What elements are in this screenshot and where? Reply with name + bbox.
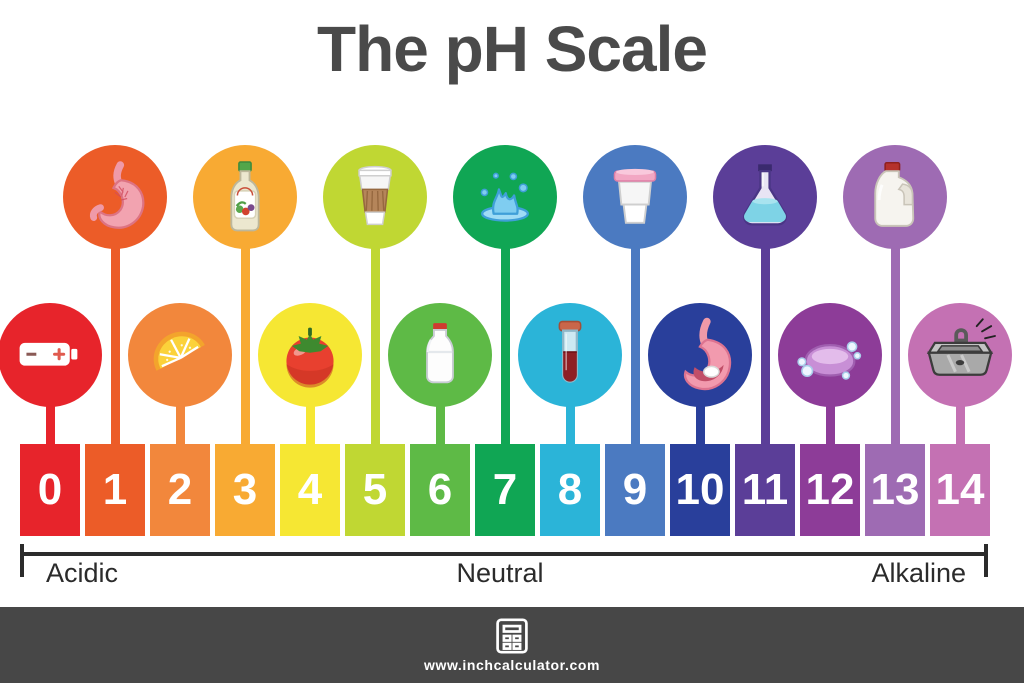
item-circle bbox=[648, 303, 752, 407]
vinegar-bottle-icon bbox=[207, 159, 283, 235]
item-stem bbox=[45, 399, 55, 446]
item-stem bbox=[955, 399, 965, 446]
footer-website: www.inchcalculator.com bbox=[423, 656, 601, 673]
ph-number: 0 bbox=[37, 465, 63, 514]
item-circle bbox=[778, 303, 882, 407]
item-stem bbox=[500, 241, 510, 446]
item-circle bbox=[323, 145, 427, 249]
item-circle bbox=[453, 145, 557, 249]
ph-number: 1 bbox=[102, 465, 128, 514]
ph-block: 10 bbox=[670, 444, 730, 536]
zone-label-neutral: Neutral bbox=[456, 558, 544, 588]
ph-number: 7 bbox=[492, 465, 518, 514]
ph-block: 3 bbox=[215, 444, 275, 536]
coffee-cup-icon bbox=[337, 159, 413, 235]
item-circle bbox=[258, 303, 362, 407]
water-splash-icon bbox=[467, 159, 543, 235]
ph-number: 12 bbox=[805, 465, 855, 514]
ph-block: 9 bbox=[605, 444, 665, 536]
item-circle bbox=[518, 303, 622, 407]
ph-block: 11 bbox=[735, 444, 795, 536]
item-stem bbox=[435, 399, 445, 446]
item-circle bbox=[193, 145, 297, 249]
sink-icon bbox=[922, 317, 998, 393]
item-circle bbox=[63, 145, 167, 249]
zone-label-acidic: Acidic bbox=[46, 558, 119, 588]
ph-number: 3 bbox=[232, 465, 258, 514]
tomato-icon bbox=[272, 317, 348, 393]
item-stem bbox=[695, 399, 705, 446]
ph-number: 5 bbox=[362, 465, 388, 514]
page-title: The pH Scale bbox=[317, 13, 708, 85]
ph-number: 9 bbox=[622, 465, 648, 514]
scale-bracket-tick-left bbox=[20, 544, 24, 577]
ph-number: 14 bbox=[935, 465, 985, 514]
blood-test-tube-icon bbox=[532, 317, 608, 393]
ammonia-flask-icon bbox=[727, 159, 803, 235]
ph-number: 11 bbox=[741, 465, 789, 514]
item-circle bbox=[583, 145, 687, 249]
ph-block: 12 bbox=[800, 444, 860, 536]
milk-bottle-icon bbox=[402, 317, 478, 393]
soap-bar-icon bbox=[792, 317, 868, 393]
ph-number: 8 bbox=[557, 465, 583, 514]
zone-label-alkaline: Alkaline bbox=[871, 558, 966, 588]
footer: www.inchcalculator.com bbox=[0, 607, 1024, 683]
ph-number: 4 bbox=[297, 465, 323, 514]
item-stem bbox=[760, 241, 770, 446]
scale-bracket-tick-right bbox=[984, 544, 988, 577]
item-circle bbox=[843, 145, 947, 249]
item-circle bbox=[0, 303, 102, 407]
item-stem bbox=[370, 241, 380, 446]
ph-number: 10 bbox=[675, 465, 725, 514]
ph-number: 13 bbox=[870, 465, 920, 514]
stomach-tablets-icon bbox=[662, 317, 738, 393]
ph-block: 14 bbox=[930, 444, 990, 536]
item-stem bbox=[110, 241, 120, 446]
ph-block: 8 bbox=[540, 444, 600, 536]
lemon-slice-icon bbox=[142, 317, 218, 393]
item-stem bbox=[175, 399, 185, 446]
item-stem bbox=[890, 241, 900, 446]
ph-block: 1 bbox=[85, 444, 145, 536]
ph-block: 2 bbox=[150, 444, 210, 536]
ph-block: 5 bbox=[345, 444, 405, 536]
ph-block: 0 bbox=[20, 444, 80, 536]
baking-soda-tub-icon bbox=[597, 159, 673, 235]
ph-block: 4 bbox=[280, 444, 340, 536]
item-circle bbox=[908, 303, 1012, 407]
ph-block: 6 bbox=[410, 444, 470, 536]
item-circle bbox=[128, 303, 232, 407]
item-stem bbox=[565, 399, 575, 446]
item-stem bbox=[240, 241, 250, 446]
ph-number: 2 bbox=[167, 465, 193, 514]
scale-bracket-line bbox=[20, 552, 988, 556]
item-stem bbox=[825, 399, 835, 446]
item-stem bbox=[630, 241, 640, 446]
battery-icon bbox=[12, 317, 88, 393]
stomach-icon bbox=[77, 159, 153, 235]
item-circle bbox=[388, 303, 492, 407]
ph-number: 6 bbox=[427, 465, 453, 514]
calculator-icon bbox=[494, 617, 530, 654]
ph-block: 13 bbox=[865, 444, 925, 536]
item-stem bbox=[305, 399, 315, 446]
bleach-jug-icon bbox=[857, 159, 933, 235]
ph-block: 7 bbox=[475, 444, 535, 536]
item-circle bbox=[713, 145, 817, 249]
